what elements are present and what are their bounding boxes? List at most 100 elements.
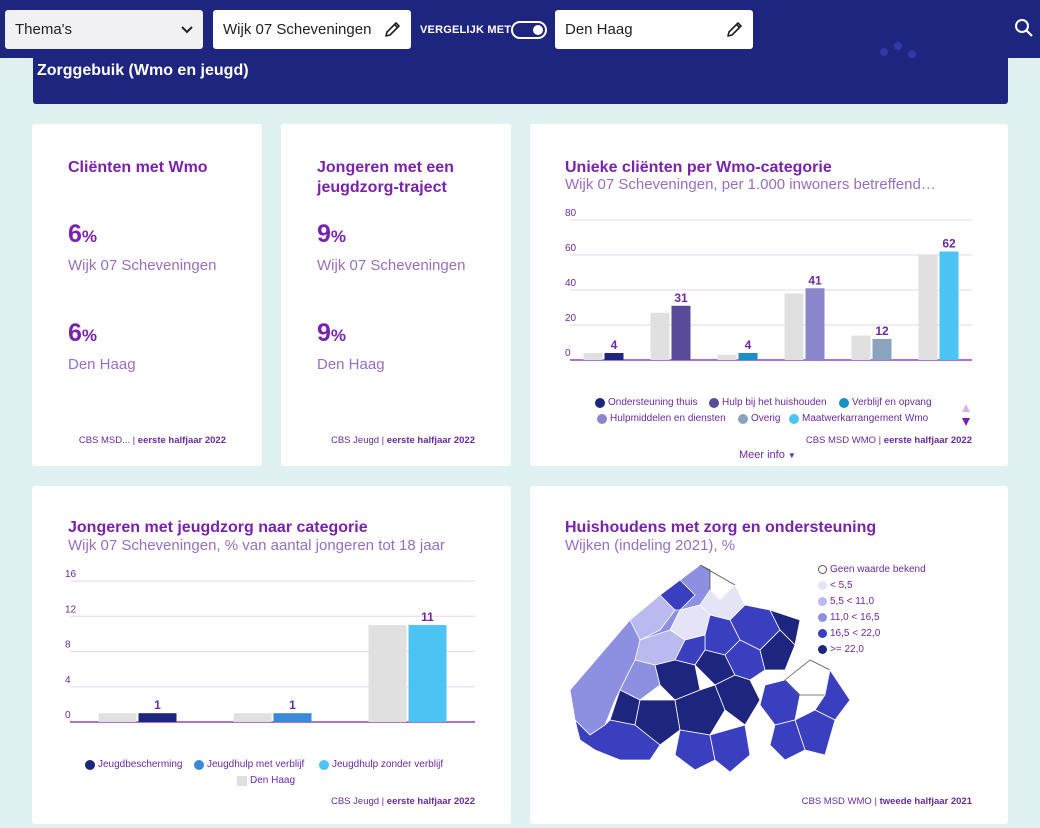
map-district — [629, 594, 676, 641]
value-compare: 9% — [317, 319, 347, 347]
card-youth-category-chart: Jongeren met jeugdzorg naar categorie Wi… — [32, 486, 511, 824]
bar-area — [872, 339, 892, 360]
wmo-category-bar-chart: 0 20 40 60 80 4 31 4 41 12 62 — [565, 208, 972, 361]
map-legend-item: 11,0 < 16,5 — [818, 612, 880, 623]
map-district — [659, 579, 696, 611]
compare-toggle[interactable] — [511, 21, 547, 39]
bar-area — [138, 713, 177, 722]
bar-area — [671, 305, 691, 360]
card-wmo-category-chart: Unieke cliënten per Wmo-categorie Wijk 0… — [530, 124, 1008, 466]
compare-field-value: Den Haag — [565, 21, 633, 38]
map-legend: Geen waarde bekend < 5,5 5,5 < 11,0 11,0… — [818, 564, 988, 664]
legend-pager-arrows-icon[interactable] — [961, 402, 971, 428]
card-subtitle: Wijk 07 Scheveningen, per 1.000 inwoners… — [565, 176, 936, 193]
search-icon[interactable] — [1014, 18, 1034, 38]
pencil-icon[interactable] — [384, 21, 401, 38]
data-label: 41 — [808, 273, 822, 287]
y-tick-label: 12 — [65, 604, 77, 615]
y-tick-label: 16 — [65, 569, 77, 580]
source-note: CBS Jeugd | eerste halfjaar 2022 — [330, 435, 475, 446]
source-note: CBS MSD WMO | eerste halfjaar 2022 — [805, 435, 972, 446]
legend-item[interactable]: Den Haag — [237, 775, 295, 786]
data-label: 31 — [674, 291, 688, 305]
data-label: 1 — [289, 698, 296, 712]
data-label: 62 — [942, 237, 956, 251]
card-title: Jongeren met een jeugdzorg-traject — [317, 159, 454, 196]
y-tick-label: 0 — [65, 710, 71, 721]
map-district — [619, 659, 661, 701]
area-field[interactable]: Wijk 07 Scheveningen — [213, 10, 411, 49]
map-legend-item: 5,5 < 11,0 — [818, 596, 874, 607]
bar-area — [604, 353, 624, 360]
value-compare: 6% — [68, 319, 98, 347]
decorative-dots — [880, 42, 924, 60]
card-title: Unieke cliënten per Wmo-categorie — [565, 159, 832, 176]
bar-compare — [583, 353, 603, 360]
bar-compare — [368, 625, 407, 722]
legend-item[interactable]: Ondersteuning thuis — [595, 397, 698, 408]
card-clients-wmo: Cliënten met Wmo 6% Wijk 07 Scheveningen… — [32, 124, 262, 466]
bar-compare — [717, 354, 737, 360]
map-legend-item: 16,5 < 22,0 — [818, 628, 880, 639]
legend-item[interactable]: Jeugdhulp met verblijf — [194, 759, 304, 770]
card-title: Cliënten met Wmo — [68, 159, 208, 176]
bar-area — [273, 713, 312, 722]
bar-compare — [233, 713, 272, 722]
legend-item[interactable]: Jeugdbescherming — [85, 759, 183, 770]
area-field-value: Wijk 07 Scheveningen — [223, 21, 372, 38]
value-area: 6% — [68, 220, 98, 248]
compare-field[interactable]: Den Haag — [555, 10, 753, 49]
legend-item[interactable]: Verblijf en opvang — [839, 397, 932, 408]
bar-area — [939, 251, 959, 360]
bar-area — [805, 288, 825, 360]
bar-compare — [98, 713, 137, 722]
bar-area — [738, 353, 758, 360]
map-district — [714, 674, 761, 726]
themes-dropdown[interactable]: Thema's — [5, 10, 203, 49]
bar-compare — [851, 335, 871, 360]
map-district — [674, 729, 716, 771]
map-district — [709, 724, 751, 773]
pencil-icon[interactable] — [726, 21, 743, 38]
card-subtitle: Wijken (indeling 2021), % — [565, 537, 736, 554]
y-tick-label: 80 — [565, 208, 577, 219]
card-youth-care: Jongeren met een jeugdzorg-traject 9% Wi… — [281, 124, 511, 466]
bar-compare — [918, 255, 938, 360]
section-title: Zorggebuik (Wmo en jeugd) — [37, 62, 249, 79]
bar-compare — [650, 312, 670, 360]
chart-legend: Ondersteuning thuis Hulp bij het huishou… — [530, 396, 1008, 430]
source-note: CBS MSD WMO | tweede halfjaar 2021 — [801, 796, 972, 807]
map-legend-item: Geen waarde bekend — [818, 564, 926, 575]
compare-label: VERGELIJK MET — [420, 24, 512, 36]
legend-item[interactable]: Hulp bij het huishouden — [709, 397, 827, 408]
y-tick-label: 40 — [565, 278, 577, 289]
map-legend-item: < 5,5 — [818, 580, 853, 591]
data-label: 4 — [611, 338, 618, 352]
y-tick-label: 20 — [565, 313, 577, 324]
y-tick-label: 8 — [65, 640, 71, 651]
district-choropleth-map[interactable] — [560, 560, 850, 782]
card-subtitle: Wijk 07 Scheveningen, % van aantal jonge… — [68, 537, 445, 554]
label-compare: Den Haag — [317, 356, 385, 373]
y-tick-label: 0 — [565, 348, 571, 359]
chart-legend: Jeugdbescherming Jeugdhulp met verblijf … — [32, 758, 511, 792]
value-area: 9% — [317, 220, 347, 248]
y-tick-label: 60 — [565, 243, 577, 254]
bar-area — [408, 625, 447, 722]
more-info-link[interactable]: Meer info ▼ — [739, 449, 796, 461]
legend-item[interactable]: Jeugdhulp zonder verblijf — [319, 759, 443, 770]
legend-item[interactable]: Hulpmiddelen en diensten — [597, 413, 726, 424]
map-district — [769, 719, 806, 761]
legend-item[interactable]: Overig — [738, 413, 780, 424]
card-title: Jongeren met jeugdzorg naar categorie — [68, 519, 368, 536]
top-bar: Thema's Wijk 07 Scheveningen VERGELIJK M… — [0, 0, 1040, 58]
data-label: 1 — [154, 698, 161, 712]
label-area: Wijk 07 Scheveningen — [317, 257, 466, 274]
legend-item[interactable]: Maatwerkarrangement Wmo — [789, 413, 928, 424]
map-district — [759, 629, 796, 671]
card-households-map: Huishoudens met zorg en ondersteuning Wi… — [530, 486, 1008, 824]
data-label: 11 — [421, 610, 434, 624]
label-area: Wijk 07 Scheveningen — [68, 257, 217, 274]
bar-compare — [784, 293, 804, 360]
